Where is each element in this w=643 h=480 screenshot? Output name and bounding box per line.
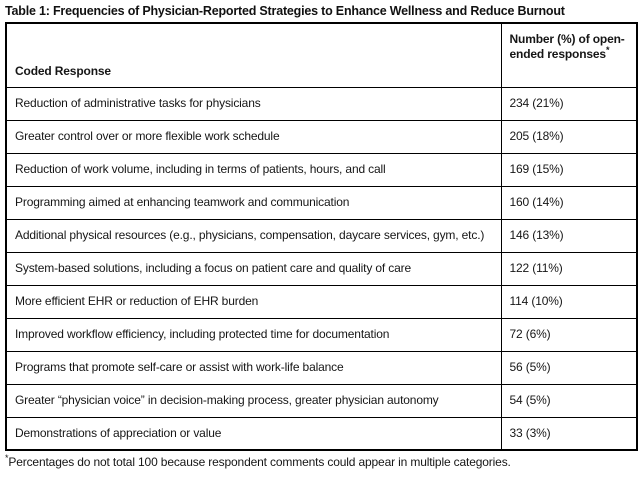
count-cell: 169 (15%) <box>500 152 638 187</box>
count-cell: 205 (18%) <box>500 119 638 154</box>
table-row: Greater control over or more flexible wo… <box>5 119 638 154</box>
frequencies-table: Coded Response Number (%) of open-ended … <box>5 22 638 451</box>
count-cell: 72 (6%) <box>500 317 638 352</box>
count-cell: 122 (11%) <box>500 251 638 286</box>
footnote-marker-icon: * <box>5 453 9 463</box>
table-row: Additional physical resources (e.g., phy… <box>5 218 638 253</box>
count-cell: 56 (5%) <box>500 350 638 385</box>
coded-response-cell: Additional physical resources (e.g., phy… <box>5 218 502 253</box>
table-row: Programming aimed at enhancing teamwork … <box>5 185 638 220</box>
table-row: Programs that promote self-care or assis… <box>5 350 638 385</box>
table-row: System-based solutions, including a focu… <box>5 251 638 286</box>
column-header-number-percent: Number (%) of open-ended responses* <box>500 22 638 88</box>
table-row: Reduction of administrative tasks for ph… <box>5 86 638 121</box>
footnote-marker-icon: * <box>605 45 610 55</box>
footnote-text: Percentages do not total 100 because res… <box>8 455 511 469</box>
count-cell: 234 (21%) <box>500 86 638 121</box>
table-footnote: *Percentages do not total 100 because re… <box>5 453 637 470</box>
coded-response-cell: System-based solutions, including a focu… <box>5 251 502 286</box>
table-row: Demonstrations of appreciation or value … <box>5 416 638 451</box>
table-row: Improved workflow efficiency, including … <box>5 317 638 352</box>
coded-response-cell: Programs that promote self-care or assis… <box>5 350 502 385</box>
table-row: More efficient EHR or reduction of EHR b… <box>5 284 638 319</box>
column-header-coded-response: Coded Response <box>5 22 502 88</box>
table-row: Reduction of work volume, including in t… <box>5 152 638 187</box>
count-cell: 114 (10%) <box>500 284 638 319</box>
table-title: Table 1: Frequencies of Physician-Report… <box>5 4 565 18</box>
coded-response-cell: Greater “physician voice” in decision-ma… <box>5 383 502 418</box>
coded-response-cell: Demonstrations of appreciation or value <box>5 416 502 451</box>
coded-response-cell: Greater control over or more flexible wo… <box>5 119 502 154</box>
count-cell: 146 (13%) <box>500 218 638 253</box>
table-figure: Table 1: Frequencies of Physician-Report… <box>5 4 638 470</box>
header-row: Coded Response Number (%) of open-ended … <box>5 22 638 88</box>
column-header-number-percent-label: Number (%) of open-ended responses <box>509 32 625 61</box>
count-cell: 160 (14%) <box>500 185 638 220</box>
count-cell: 33 (3%) <box>500 416 638 451</box>
coded-response-cell: Programming aimed at enhancing teamwork … <box>5 185 502 220</box>
coded-response-cell: Reduction of administrative tasks for ph… <box>5 86 502 121</box>
coded-response-cell: Reduction of work volume, including in t… <box>5 152 502 187</box>
coded-response-cell: Improved workflow efficiency, including … <box>5 317 502 352</box>
count-cell: 54 (5%) <box>500 383 638 418</box>
table-row: Greater “physician voice” in decision-ma… <box>5 383 638 418</box>
coded-response-cell: More efficient EHR or reduction of EHR b… <box>5 284 502 319</box>
